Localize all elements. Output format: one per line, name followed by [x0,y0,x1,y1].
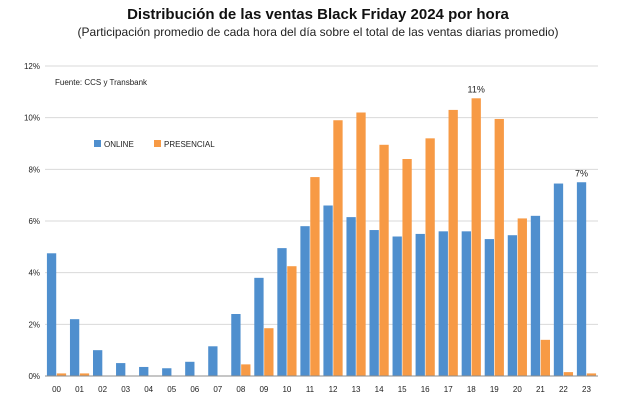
y-tick-label: 0% [28,372,40,381]
legend-label-presencial: PRESENCIAL [164,140,215,149]
legend-swatch-presencial [154,140,161,147]
y-tick-label: 12% [24,62,40,71]
y-axis-ticks: 0% 2% 4% 6% 8% 10% 12% [24,62,40,381]
x-tick-label: 02 [98,385,107,394]
bar-presencial-18 [471,98,481,377]
x-tick-label: 09 [259,385,268,394]
x-tick-label: 05 [167,385,176,394]
x-tick-label: 00 [52,385,61,394]
bar-presencial-23 [586,373,597,376]
y-tick-label: 6% [28,217,40,226]
bar-online-16 [415,233,425,376]
bar-online-07 [208,346,218,376]
x-tick-label: 06 [190,385,199,394]
bar-presencial-22 [563,372,574,376]
bar-presencial-11 [310,177,320,376]
bar-presencial-15 [402,159,412,376]
bar-online-08 [231,314,241,376]
x-tick-label: 19 [490,385,499,394]
bar-online-18 [461,231,471,376]
bar-presencial-08 [241,364,251,376]
data-label: 7% [575,168,588,178]
bar-presencial-19 [494,118,504,376]
x-tick-label: 12 [329,385,338,394]
bar-online-11 [300,226,310,376]
bar-online-12 [323,205,333,376]
y-tick-label: 2% [28,320,40,329]
chart-subtitle: (Participación promedio de cada hora del… [77,25,559,39]
x-axis-ticks: 00 01 02 03 04 05 06 07 08 09 10 11 12 13 14 15 16 17 18 19… [52,385,591,394]
x-tick-label: 15 [398,385,407,394]
x-tick-label: 08 [236,385,245,394]
bar-presencial-16 [425,138,435,376]
bar-presencial-13 [356,112,366,376]
bar-online-09 [254,277,264,376]
x-tick-label: 22 [559,385,568,394]
x-tick-label: 04 [144,385,153,394]
bar-presencial-10 [287,266,297,376]
legend: ONLINE PRESENCIAL [94,140,215,149]
bar-online-20 [507,235,518,376]
bar-presencial-01 [79,373,90,376]
bar-presencial-14 [379,144,389,376]
bars [46,98,597,377]
x-tick-label: 21 [536,385,545,394]
x-tick-label: 17 [444,385,453,394]
x-tick-label: 23 [582,385,591,394]
x-tick-label: 01 [75,385,84,394]
bar-online-17 [438,231,448,376]
bar-presencial-09 [264,328,274,376]
x-tick-label: 07 [213,385,222,394]
bar-online-02 [93,350,103,376]
y-tick-label: 10% [24,114,40,123]
grid-lines [45,65,598,325]
annotations: 11% 7% [468,84,588,178]
bar-online-04 [139,366,149,376]
bar-online-00 [46,253,57,376]
bar-online-05 [162,368,172,376]
x-tick-label: 11 [306,385,315,394]
bar-online-13 [346,217,356,376]
bar-online-15 [392,236,402,376]
bar-online-14 [369,230,379,376]
x-tick-label: 03 [121,385,130,394]
bar-online-23 [576,182,587,376]
bar-online-21 [530,215,541,376]
chart-title: Distribución de las ventas Black Friday … [127,6,509,23]
bar-online-01 [69,319,80,376]
bar-presencial-21 [540,339,550,376]
x-tick-label: 13 [352,385,361,394]
x-tick-label: 20 [513,385,522,394]
bar-presencial-20 [517,218,527,376]
legend-label-online: ONLINE [104,140,134,149]
bar-online-06 [185,361,195,376]
bar-presencial-17 [448,109,458,377]
x-tick-label: 10 [282,385,291,394]
bar-presencial-12 [333,120,343,376]
bar-online-22 [553,183,564,376]
legend-swatch-online [94,140,101,147]
x-tick-label: 18 [467,385,476,394]
source-note: Fuente: CCS y Transbank [55,78,148,87]
bar-online-03 [116,363,126,376]
x-tick-label: 16 [421,385,430,394]
x-tick-label: 14 [375,385,384,394]
data-label: 11% [468,84,485,94]
y-tick-label: 4% [28,269,40,278]
y-tick-label: 8% [28,165,40,174]
bar-online-19 [484,239,495,376]
bar-online-10 [277,248,287,376]
bar-presencial-00 [56,373,67,376]
